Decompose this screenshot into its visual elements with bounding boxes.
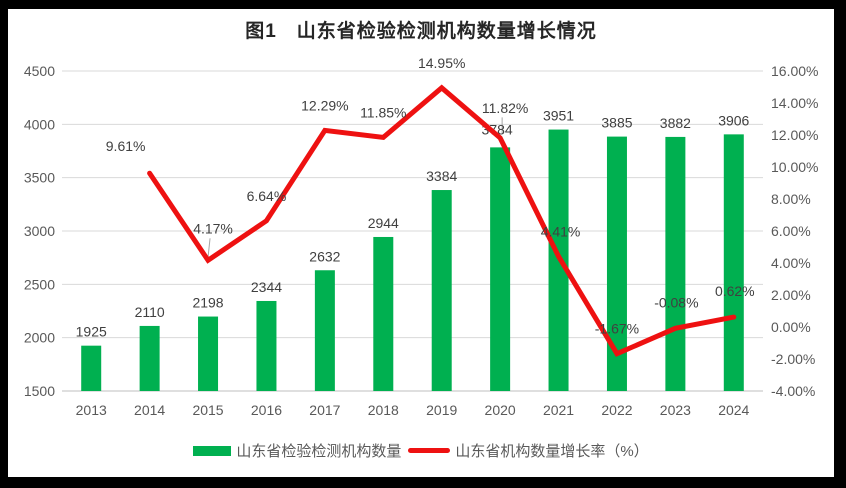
x-tick-label: 2019 xyxy=(426,402,457,418)
legend-item-bars: 山东省检验检测机构数量 xyxy=(193,440,401,461)
line-value-label: 6.64% xyxy=(247,188,287,204)
y-left-tick-label: 2500 xyxy=(24,276,55,292)
x-tick-label: 2021 xyxy=(543,402,574,418)
x-tick-label: 2014 xyxy=(134,402,165,418)
line-value-label: 11.82% xyxy=(482,100,528,116)
bar-value-label: 3885 xyxy=(601,115,632,131)
line-value-label: 4.41% xyxy=(541,223,581,239)
bar-2018 xyxy=(373,236,394,391)
bar-2014 xyxy=(139,325,160,391)
chart-card xyxy=(8,9,834,477)
line-value-label: 4.17% xyxy=(193,220,233,236)
bar-2015 xyxy=(198,316,219,391)
bar-value-label: 2198 xyxy=(192,295,223,311)
y-left-tick-label: 2000 xyxy=(24,330,55,346)
y-right-tick-label: 8.00% xyxy=(771,191,811,207)
bar-value-label: 3384 xyxy=(426,168,457,184)
x-tick-label: 2024 xyxy=(718,402,749,418)
x-tick-label: 2015 xyxy=(192,402,223,418)
x-tick-label: 2018 xyxy=(368,402,399,418)
bar-value-label: 3906 xyxy=(718,112,749,128)
y-right-tick-label: 10.00% xyxy=(771,159,818,175)
bar-2013 xyxy=(81,345,102,391)
x-tick-label: 2022 xyxy=(601,402,632,418)
x-tick-label: 2017 xyxy=(309,402,340,418)
y-right-tick-label: 2.00% xyxy=(771,287,811,303)
y-right-tick-label: 12.00% xyxy=(771,127,818,143)
line-value-label: -1.67% xyxy=(595,321,639,337)
bar-value-label: 3784 xyxy=(482,121,513,137)
y-right-tick-label: -4.00% xyxy=(771,383,815,399)
chart-title: 图1 山东省检验检测机构数量增长情况 xyxy=(245,21,597,42)
y-left-tick-label: 4500 xyxy=(24,63,55,79)
y-right-tick-label: 14.00% xyxy=(771,95,818,111)
bar-value-label: 2632 xyxy=(309,248,340,264)
bar-2022 xyxy=(606,136,627,391)
line-value-label: 9.61% xyxy=(106,138,146,154)
bar-value-label: 3951 xyxy=(543,108,574,124)
bar-2024 xyxy=(723,134,744,392)
bar-2023 xyxy=(665,136,686,391)
bar-value-label: 3882 xyxy=(660,115,691,131)
y-right-tick-label: 4.00% xyxy=(771,255,811,271)
bar-2017 xyxy=(314,270,335,391)
line-value-label: -0.08% xyxy=(654,294,698,310)
y-right-tick-label: 6.00% xyxy=(771,223,811,239)
label-leader-line xyxy=(207,238,211,258)
x-tick-label: 2023 xyxy=(660,402,691,418)
legend: 山东省检验检测机构数量 山东省机构数量增长率（%） xyxy=(8,440,834,461)
y-right-tick-label: 0.00% xyxy=(771,319,811,335)
line-value-label: 12.29% xyxy=(301,97,348,113)
line-value-label: 0.62% xyxy=(715,283,755,299)
bar-2016 xyxy=(256,300,277,391)
line-value-label: 14.95% xyxy=(418,55,465,71)
bar-value-label: 2944 xyxy=(368,215,399,231)
bar-value-label: 2110 xyxy=(135,304,165,320)
x-tick-label: 2020 xyxy=(485,402,516,418)
bar-value-label: 2344 xyxy=(251,279,282,295)
y-right-tick-label: 16.00% xyxy=(771,63,818,79)
y-left-tick-label: 3500 xyxy=(24,170,55,186)
y-left-tick-label: 4000 xyxy=(24,116,55,132)
bar-2020 xyxy=(490,147,511,391)
x-tick-label: 2013 xyxy=(76,402,107,418)
growth-rate-line xyxy=(147,84,737,357)
y-left-tick-label: 1500 xyxy=(24,383,55,399)
bar-2019 xyxy=(431,190,452,391)
y-left-tick-label: 3000 xyxy=(24,223,55,239)
y-right-tick-label: -2.00% xyxy=(771,351,815,367)
legend-line-label: 山东省机构数量增长率（%） xyxy=(455,443,649,460)
legend-bar-label: 山东省检验检测机构数量 xyxy=(236,443,402,460)
legend-line-swatch-icon xyxy=(408,448,451,453)
x-tick-label: 2016 xyxy=(251,402,282,418)
legend-bar-swatch-icon xyxy=(193,445,232,456)
line-value-label: 11.85% xyxy=(360,104,406,120)
bar-value-label: 1925 xyxy=(76,324,107,340)
legend-item-line: 山东省机构数量增长率（%） xyxy=(408,440,649,461)
